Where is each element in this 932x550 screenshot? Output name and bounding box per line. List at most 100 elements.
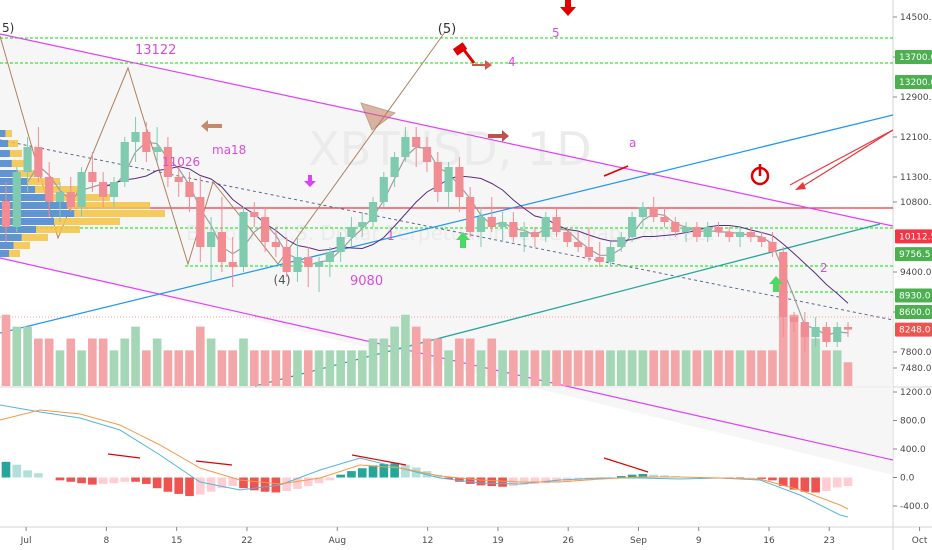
price-axis: 14500.0 13700.0 12900.0 12100.0 11300.0 10800… bbox=[893, 13, 932, 374]
volume-bar bbox=[88, 338, 97, 386]
candle-body bbox=[649, 207, 658, 217]
candle-body bbox=[282, 247, 291, 272]
macd-bar bbox=[174, 477, 184, 494]
candle-body bbox=[466, 197, 475, 232]
price-tag-box bbox=[895, 305, 932, 319]
macd-bar bbox=[843, 477, 853, 487]
green-up-arrow-icon-2 bbox=[769, 276, 783, 292]
volume-bar bbox=[142, 350, 151, 386]
volume-bar bbox=[347, 350, 356, 386]
macd-bar bbox=[390, 463, 399, 478]
price-tick-label: 7800.0 bbox=[900, 348, 932, 358]
volume-bar bbox=[336, 350, 345, 386]
candle-body bbox=[239, 212, 248, 267]
price-high-label: 13122 bbox=[135, 43, 176, 58]
profile-bar bbox=[0, 160, 26, 167]
volume-bar bbox=[768, 350, 777, 386]
profile-bar-part bbox=[0, 130, 6, 137]
candle-body bbox=[293, 257, 302, 272]
candle-body bbox=[163, 147, 173, 177]
profile-bar bbox=[0, 234, 48, 241]
wave-a-label: a bbox=[629, 136, 636, 150]
macd-bar bbox=[541, 477, 551, 484]
candle-body bbox=[433, 162, 442, 192]
volume-bar bbox=[228, 350, 238, 386]
macd-bar bbox=[195, 477, 205, 495]
candle-body bbox=[131, 132, 140, 142]
power-icon bbox=[750, 164, 770, 186]
volume-bar bbox=[271, 350, 281, 386]
price-tick-label: 9400.0 bbox=[900, 268, 932, 278]
price-tick-label: 12900.0 bbox=[900, 93, 932, 103]
candle-body bbox=[412, 137, 421, 147]
macd-bar bbox=[293, 477, 302, 489]
candle-body bbox=[217, 232, 226, 262]
macd-bar bbox=[498, 477, 507, 487]
macd-bar bbox=[368, 465, 378, 478]
candle-body bbox=[325, 252, 334, 262]
candle-body bbox=[541, 217, 550, 237]
macd-bar bbox=[1, 461, 11, 478]
candle-body bbox=[584, 247, 594, 257]
macd-bar bbox=[746, 477, 756, 479]
candle-body bbox=[487, 217, 496, 227]
time-tick-label: Sep bbox=[630, 536, 647, 546]
profile-bar-part bbox=[0, 226, 36, 233]
volume-bar bbox=[163, 350, 173, 386]
candle-body bbox=[617, 237, 626, 247]
candle-body bbox=[55, 192, 65, 202]
time-tick-label: 15 bbox=[171, 536, 182, 546]
candle-body bbox=[379, 177, 388, 202]
profile-bar-part bbox=[0, 150, 10, 157]
macd-bar bbox=[55, 477, 65, 481]
candle-body bbox=[746, 232, 755, 237]
volume-bar bbox=[185, 350, 194, 386]
wave-low-label: (4) bbox=[274, 273, 291, 287]
volume-bar bbox=[757, 350, 766, 386]
volume-bar bbox=[746, 350, 756, 386]
candle-body bbox=[757, 237, 766, 242]
profile-bar bbox=[0, 130, 12, 137]
macd-bar bbox=[379, 463, 389, 478]
volume-bar bbox=[800, 326, 810, 386]
volume-bar bbox=[206, 338, 216, 386]
candle-body bbox=[606, 247, 615, 262]
volume-bar bbox=[152, 338, 162, 386]
volume-bar bbox=[692, 350, 702, 386]
price-tick-label: 12100.0 bbox=[900, 133, 932, 143]
profile-bar-part bbox=[0, 218, 54, 225]
macd-tick-label: 800.0 bbox=[900, 417, 926, 427]
volume-bar bbox=[109, 350, 119, 386]
right-arrow-icon-2 bbox=[488, 130, 509, 142]
wave-4-label: 4 bbox=[508, 55, 516, 69]
macd-bar bbox=[12, 464, 22, 478]
profile-bar bbox=[0, 250, 20, 257]
candle-body bbox=[444, 167, 453, 192]
price-tag-box bbox=[895, 229, 932, 244]
volume-bars bbox=[1, 291, 853, 386]
wave-top-label: (5) bbox=[438, 22, 456, 37]
right-arrow-icon bbox=[472, 60, 492, 70]
candle-body bbox=[120, 142, 129, 182]
macd-divergence-3 bbox=[351, 454, 407, 466]
price-tick-label: 14500.0 bbox=[900, 13, 932, 23]
volume-bar bbox=[66, 338, 76, 386]
macd-bar bbox=[519, 477, 529, 485]
green-up-arrow-icon bbox=[456, 232, 470, 248]
rising-trendline bbox=[0, 114, 894, 334]
corner-label: 5) bbox=[2, 21, 14, 35]
profile-bar bbox=[0, 150, 22, 157]
candle-body bbox=[77, 172, 86, 207]
volume-bar bbox=[832, 350, 842, 386]
volume-bar bbox=[239, 338, 248, 386]
volume-bar bbox=[584, 350, 594, 386]
candle-body bbox=[833, 327, 842, 342]
volume-bar bbox=[606, 350, 615, 386]
channel-upper bbox=[0, 33, 894, 227]
candle-body bbox=[99, 182, 108, 197]
volume-bar bbox=[487, 338, 497, 386]
volume-bar bbox=[476, 350, 486, 386]
pink-down-arrow-icon bbox=[304, 175, 316, 187]
price-tag-label: 13200.0 bbox=[899, 78, 932, 88]
